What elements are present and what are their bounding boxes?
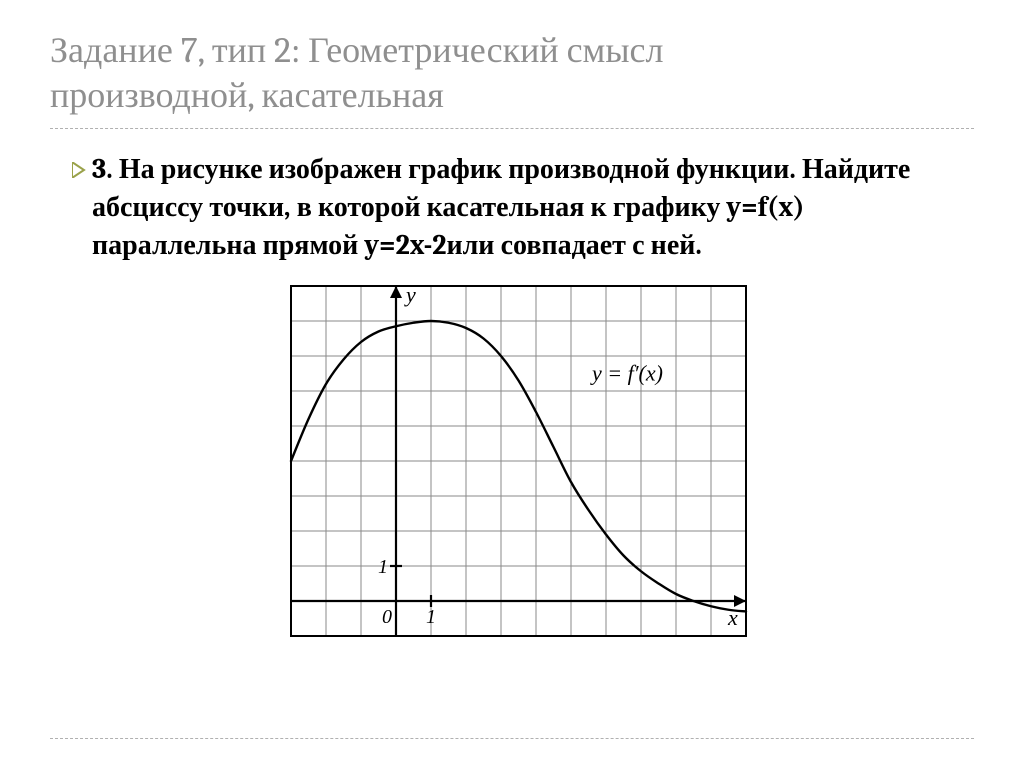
svg-text:1: 1 [426,606,436,628]
arrow-icon [72,162,86,178]
body-block: 3. На рисунке изображен график производн… [50,151,974,640]
svg-text:0: 0 [382,606,392,628]
slide: Задание 7, тип 2: Геометрический смысл п… [0,0,1024,767]
svg-text:y = f′(x): y = f′(x) [590,361,663,386]
svg-text:1: 1 [378,556,388,578]
title-line-2: производной, касательная [50,73,974,118]
bullet-row: 3. На рисунке изображен график производн… [72,151,964,264]
title-line-1: Задание 7, тип 2: Геометрический смысл [50,28,974,73]
chart-wrap: 011xyy = f′(x) [72,282,964,640]
title-block: Задание 7, тип 2: Геометрический смысл п… [50,28,974,129]
derivative-chart: 011xyy = f′(x) [287,282,750,640]
problem-text: 3. На рисунке изображен график производн… [92,151,964,264]
footer-rule [50,738,974,739]
